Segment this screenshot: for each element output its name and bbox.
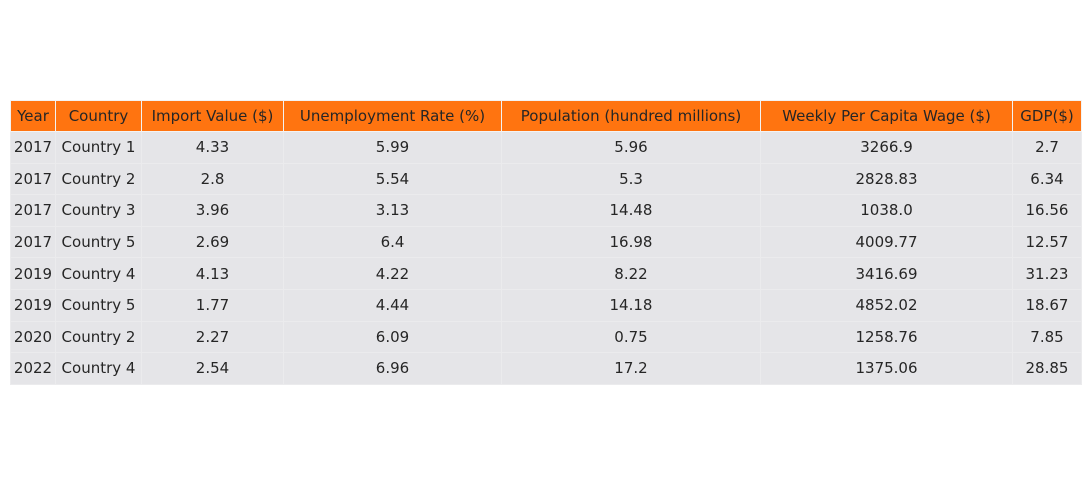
table-cell-population-hundred-millions: 0.75	[501, 320, 761, 354]
table-cell-unemployment-rate: 3.13	[283, 194, 502, 227]
table-cell-unemployment-rate: 4.22	[283, 257, 502, 290]
table-cell-year: 2020	[10, 320, 56, 354]
table-cell-country: Country 2	[55, 320, 142, 354]
table-cell-year: 2017	[10, 194, 56, 227]
column-header-gdp: GDP($)	[1012, 100, 1082, 132]
table-cell-population-hundred-millions: 14.18	[501, 288, 761, 322]
table-header-row: Year Country Import Value ($) Unemployment …	[10, 100, 1082, 132]
table-row: 2022 Country 4 2.54 6.96 17.2 1375.06 28.85	[10, 352, 1082, 385]
data-table-container: Year Country Import Value ($) Unemployment …	[10, 100, 1082, 385]
table-row: 2017 Country 1 4.33 5.99 5.96 3266.9 2.7	[10, 131, 1082, 164]
table-cell-year: 2017	[10, 131, 56, 164]
table-cell-country: Country 4	[55, 352, 142, 385]
table-row: 2019 Country 5 1.77 4.44 14.18 4852.02 18.67	[10, 288, 1082, 322]
table-cell-gdp: 28.85	[1012, 352, 1082, 385]
column-header-weekly-per-capita-wage: Weekly Per Capita Wage ($)	[760, 100, 1013, 132]
table-cell-country: Country 5	[55, 225, 142, 259]
table-cell-year: 2017	[10, 162, 56, 196]
table-cell-unemployment-rate: 6.09	[283, 320, 502, 354]
table-row: 2017 Country 2 2.8 5.54 5.3 2828.83 6.34	[10, 162, 1082, 196]
column-header-unemployment-rate: Unemployment Rate (%)	[283, 100, 502, 132]
table-body: 2017 Country 1 4.33 5.99 5.96 3266.9 2.7 2017 Co…	[10, 131, 1082, 385]
table-cell-population-hundred-millions: 8.22	[501, 257, 761, 290]
table-cell-import-value: 1.77	[141, 288, 284, 322]
table-cell-country: Country 4	[55, 257, 142, 290]
column-header-import-value: Import Value ($)	[141, 100, 284, 132]
table-cell-population-hundred-millions: 16.98	[501, 225, 761, 259]
table-cell-gdp: 31.23	[1012, 257, 1082, 290]
table-row: 2020 Country 2 2.27 6.09 0.75 1258.76 7.85	[10, 320, 1082, 354]
table-cell-import-value: 2.54	[141, 352, 284, 385]
column-header-year: Year	[10, 100, 56, 132]
table-cell-import-value: 2.69	[141, 225, 284, 259]
table-cell-weekly-per-capita-wage: 4852.02	[760, 288, 1013, 322]
table-cell-year: 2017	[10, 225, 56, 259]
table-cell-import-value: 2.27	[141, 320, 284, 354]
table-cell-country: Country 3	[55, 194, 142, 227]
table-cell-weekly-per-capita-wage: 4009.77	[760, 225, 1013, 259]
table-cell-gdp: 18.67	[1012, 288, 1082, 322]
table-cell-unemployment-rate: 5.99	[283, 131, 502, 164]
table-cell-year: 2019	[10, 288, 56, 322]
table-cell-weekly-per-capita-wage: 1258.76	[760, 320, 1013, 354]
table-cell-unemployment-rate: 6.96	[283, 352, 502, 385]
table-cell-weekly-per-capita-wage: 2828.83	[760, 162, 1013, 196]
table-cell-weekly-per-capita-wage: 1038.0	[760, 194, 1013, 227]
table-cell-population-hundred-millions: 17.2	[501, 352, 761, 385]
table-cell-import-value: 2.8	[141, 162, 284, 196]
table-cell-gdp: 12.57	[1012, 225, 1082, 259]
column-header-country: Country	[55, 100, 142, 132]
table-cell-gdp: 16.56	[1012, 194, 1082, 227]
table-cell-weekly-per-capita-wage: 1375.06	[760, 352, 1013, 385]
table-cell-import-value: 4.13	[141, 257, 284, 290]
table-cell-population-hundred-millions: 5.3	[501, 162, 761, 196]
table-cell-gdp: 6.34	[1012, 162, 1082, 196]
table-cell-import-value: 3.96	[141, 194, 284, 227]
table-cell-unemployment-rate: 6.4	[283, 225, 502, 259]
table-row: 2019 Country 4 4.13 4.22 8.22 3416.69 31.23	[10, 257, 1082, 290]
table-cell-country: Country 5	[55, 288, 142, 322]
column-header-population-hundred-millions: Population (hundred millions)	[501, 100, 761, 132]
table-cell-weekly-per-capita-wage: 3416.69	[760, 257, 1013, 290]
table-cell-year: 2019	[10, 257, 56, 290]
table-cell-import-value: 4.33	[141, 131, 284, 164]
table-row: 2017 Country 3 3.96 3.13 14.48 1038.0 16.56	[10, 194, 1082, 227]
table-cell-weekly-per-capita-wage: 3266.9	[760, 131, 1013, 164]
table-cell-country: Country 1	[55, 131, 142, 164]
data-table: Year Country Import Value ($) Unemployment …	[10, 100, 1082, 385]
table-cell-country: Country 2	[55, 162, 142, 196]
table-cell-year: 2022	[10, 352, 56, 385]
table-row: 2017 Country 5 2.69 6.4 16.98 4009.77 12.57	[10, 225, 1082, 259]
table-cell-gdp: 2.7	[1012, 131, 1082, 164]
table-cell-unemployment-rate: 4.44	[283, 288, 502, 322]
table-cell-unemployment-rate: 5.54	[283, 162, 502, 196]
table-cell-gdp: 7.85	[1012, 320, 1082, 354]
table-cell-population-hundred-millions: 5.96	[501, 131, 761, 164]
table-cell-population-hundred-millions: 14.48	[501, 194, 761, 227]
